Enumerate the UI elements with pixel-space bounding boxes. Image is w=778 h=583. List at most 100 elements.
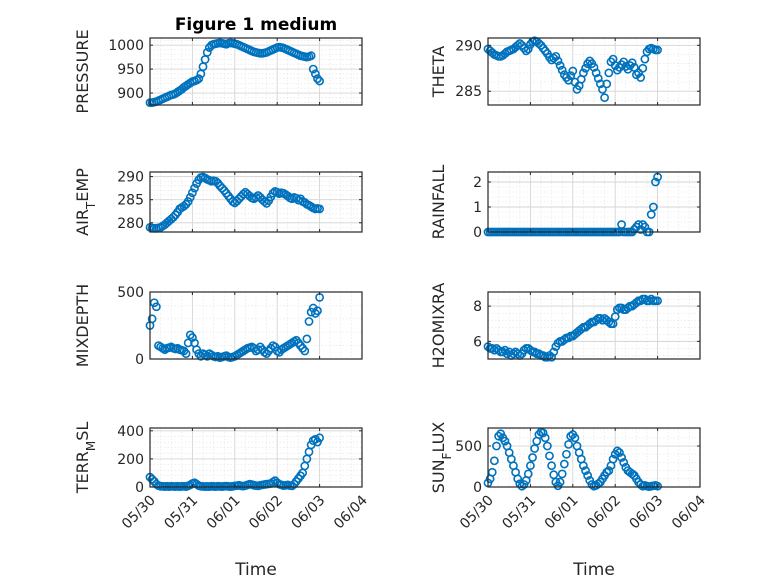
- x-axis-label: Time: [572, 560, 615, 580]
- data-point: [519, 345, 529, 355]
- data-point: [551, 51, 561, 61]
- data-point: [617, 303, 626, 313]
- data-point: [487, 467, 497, 477]
- axes-box: [149, 427, 363, 488]
- data-point: [579, 68, 588, 78]
- data-point: [315, 433, 324, 443]
- y-tick-label: 6: [473, 334, 482, 350]
- data-point: [534, 349, 544, 359]
- axes-box: [487, 427, 701, 488]
- data-point: [576, 324, 586, 334]
- data-point: [526, 345, 535, 355]
- data-point: [559, 459, 569, 469]
- subplot-7: 05/30 05/31 06/01 06/02 06/03 06/04 0 200 400 TER…: [73, 422, 371, 580]
- data-point: [181, 349, 191, 359]
- x-tick-label: 06/01: [542, 493, 582, 533]
- data-point: [528, 453, 537, 462]
- data-point: [627, 58, 637, 68]
- data-point: [494, 345, 503, 355]
- y-axis-label: RAINFALL: [429, 165, 448, 240]
- data-point: [564, 333, 573, 343]
- x-tick-label: 06/02: [584, 493, 624, 533]
- data-point: [313, 74, 322, 84]
- data-point: [555, 61, 565, 70]
- data-point: [315, 204, 324, 214]
- data-point: [557, 65, 567, 75]
- data-point: [612, 305, 622, 315]
- data-point: [636, 73, 646, 82]
- data-point: [547, 352, 556, 362]
- x-tick-label: 06/03: [289, 493, 329, 533]
- data-point: [168, 212, 178, 222]
- data-point: [547, 461, 556, 471]
- data-point: [526, 461, 535, 471]
- data-point: [513, 474, 523, 484]
- data-point: [612, 446, 622, 456]
- data-point: [604, 68, 614, 78]
- y-tick-label: 285: [117, 193, 144, 209]
- series-markers: [483, 294, 662, 362]
- subplot-1: 900 950 1000 PRESSURE Figure 1 medium: [73, 15, 363, 114]
- data-point: [638, 220, 648, 229]
- grid: [487, 171, 701, 233]
- grid: [487, 291, 701, 359]
- data-point: [559, 335, 569, 345]
- data-point: [619, 458, 629, 467]
- data-point: [202, 47, 212, 57]
- data-point: [517, 481, 527, 491]
- series-markers: [483, 36, 662, 103]
- data-point: [304, 317, 314, 326]
- data-point: [502, 349, 512, 359]
- data-point: [617, 220, 626, 229]
- x-tick-label: 06/04: [669, 492, 709, 532]
- subplot-3: 280 285 290 AIRTEMP: [73, 168, 363, 236]
- data-point: [313, 306, 322, 316]
- x-tick-label: 05/30: [457, 493, 497, 533]
- data-point: [217, 183, 227, 193]
- data-point: [553, 338, 563, 348]
- subplot-4: 0 1 2 RAINFALL: [429, 165, 701, 241]
- data-point: [315, 76, 324, 86]
- data-point: [602, 79, 612, 89]
- y-axis-label: H2OMIXRA: [429, 283, 448, 369]
- data-point: [570, 433, 580, 443]
- data-point: [260, 197, 269, 206]
- data-point: [538, 428, 548, 438]
- subplot-2: 285 290 THETA: [429, 36, 701, 106]
- x-tick-label: 06/02: [246, 493, 286, 533]
- y-axis-label: PRESSURE: [73, 29, 92, 113]
- y-tick-label: 500: [455, 439, 482, 455]
- data-point: [646, 210, 656, 219]
- data-point: [591, 315, 601, 325]
- data-point: [568, 66, 578, 76]
- data-point: [566, 71, 576, 81]
- data-point: [540, 433, 550, 443]
- axes-box: [149, 37, 363, 106]
- data-point: [498, 347, 508, 357]
- data-point: [194, 74, 204, 84]
- data-point: [302, 334, 312, 344]
- data-point: [638, 63, 648, 73]
- axes-box: [487, 291, 701, 360]
- data-point: [190, 183, 199, 193]
- data-point: [608, 454, 618, 464]
- series-markers: [145, 172, 324, 233]
- x-tick-label: 06/01: [204, 493, 244, 533]
- y-tick-label: 0: [135, 480, 144, 496]
- y-tick-label: 1: [473, 200, 482, 216]
- x-axis-label: Time: [234, 560, 277, 580]
- data-point: [640, 294, 650, 304]
- data-point: [591, 68, 601, 78]
- y-axis-label: MIXDEPTH: [73, 284, 92, 367]
- data-point: [653, 481, 662, 491]
- data-point: [147, 314, 157, 324]
- data-point: [617, 453, 626, 462]
- y-tick-label: 950: [117, 62, 144, 78]
- y-tick-label: 0: [135, 352, 144, 368]
- data-point: [492, 441, 501, 451]
- data-point: [545, 451, 554, 461]
- data-point: [653, 296, 662, 306]
- data-point: [555, 477, 565, 487]
- data-point: [627, 469, 637, 479]
